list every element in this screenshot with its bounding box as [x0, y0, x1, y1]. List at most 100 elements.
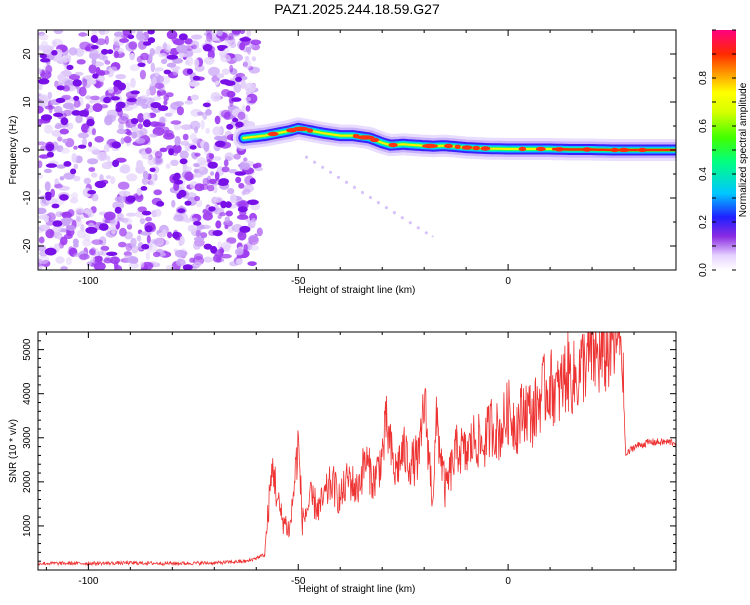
noise-speck — [73, 175, 81, 182]
noise-speck-strong — [207, 161, 218, 169]
top-y-tick-label: -10 — [22, 190, 33, 205]
noise-speck — [128, 41, 138, 50]
noise-speck — [152, 127, 165, 136]
noise-speck — [246, 245, 251, 251]
noise-speck — [229, 100, 234, 107]
noise-speck-strong — [208, 206, 216, 212]
noise-speck — [75, 47, 85, 57]
noise-speck — [208, 178, 217, 185]
noise-speck — [84, 75, 94, 80]
noise-speck — [57, 136, 63, 142]
bottom-y-tick-label: 3000 — [22, 426, 33, 449]
noise-speck — [120, 164, 131, 173]
noise-speck-strong — [107, 49, 114, 55]
noise-speck — [89, 99, 95, 104]
noise-speck — [167, 231, 173, 239]
noise-speck — [237, 111, 246, 121]
noise-speck — [82, 78, 88, 88]
noise-speck — [180, 53, 188, 58]
noise-speck — [107, 68, 114, 78]
noise-speck-strong — [126, 97, 137, 103]
noise-speck — [226, 90, 236, 98]
noise-speck — [179, 150, 189, 159]
noise-speck-strong — [173, 172, 181, 179]
noise-speck — [114, 265, 123, 270]
noise-speck — [149, 133, 158, 138]
noise-speck — [72, 238, 79, 246]
noise-speck — [74, 207, 85, 214]
noise-speck-strong — [46, 151, 55, 158]
noise-speck-strong — [72, 79, 83, 87]
noise-speck — [38, 141, 46, 146]
noise-speck — [103, 211, 116, 221]
noise-speck — [78, 86, 87, 97]
noise-speck — [38, 33, 49, 41]
noise-speck — [139, 261, 145, 268]
noise-speck-strong — [177, 208, 186, 214]
noise-speck-strong — [130, 118, 139, 125]
noise-speck — [106, 155, 111, 162]
noise-speck-strong — [106, 251, 118, 256]
noise-speck — [186, 217, 198, 222]
noise-speck — [179, 235, 185, 246]
colorbar: 0.0 0.2 0.4 0.6 0.8 Normalized spectral ampl… — [698, 29, 749, 277]
noise-speck-strong — [232, 117, 239, 123]
ridge-peak — [422, 143, 438, 149]
noise-speck — [220, 109, 231, 119]
noise-speck — [139, 217, 146, 225]
noise-speck — [241, 162, 251, 171]
noise-speck — [214, 115, 221, 125]
noise-speck — [154, 122, 166, 129]
noise-speck-strong — [186, 68, 193, 75]
noise-speck — [55, 211, 63, 218]
noise-speck — [174, 249, 187, 258]
noise-speck — [87, 146, 99, 153]
noise-speck — [99, 174, 104, 182]
noise-speck-strong — [178, 33, 188, 41]
noise-speck-strong — [99, 223, 109, 231]
tail-dot — [424, 231, 428, 235]
noise-speck — [73, 145, 78, 150]
noise-speck — [136, 30, 143, 37]
tail-dot — [392, 211, 396, 215]
noise-speck — [88, 141, 93, 148]
noise-speck — [97, 75, 105, 82]
noise-speck-strong — [77, 144, 87, 149]
snr-line — [38, 332, 676, 567]
noise-speck-strong — [174, 179, 184, 185]
noise-speck-strong — [130, 90, 140, 95]
colorbar-tick-label: 0.4 — [698, 167, 709, 181]
noise-speck — [38, 92, 43, 100]
noise-speck — [93, 61, 105, 67]
noise-speck-strong — [140, 186, 148, 191]
colorbar-tick-label: 0.8 — [698, 71, 709, 85]
noise-speck — [211, 156, 222, 161]
snr-panel: -100 -50 0 1000 2000 3000 4000 5000 Height of … — [8, 331, 677, 595]
noise-speck — [90, 172, 98, 178]
noise-speck — [180, 124, 193, 130]
noise-speck — [86, 261, 92, 267]
bottom-x-tick-label: 0 — [505, 576, 511, 587]
noise-speck-strong — [45, 163, 58, 168]
noise-speck — [76, 59, 86, 65]
noise-speck-strong — [147, 37, 156, 44]
noise-speck — [198, 165, 204, 171]
noise-speck — [152, 49, 163, 55]
noise-speck — [197, 111, 204, 116]
noise-speck — [51, 129, 63, 137]
noise-speck — [38, 45, 47, 51]
noise-speck — [126, 212, 137, 217]
noise-speck — [49, 230, 55, 236]
noise-speck — [193, 241, 201, 250]
noise-speck — [214, 136, 222, 141]
noise-speck — [251, 56, 257, 62]
tail-dot — [321, 165, 325, 169]
noise-speck — [140, 231, 152, 236]
noise-speck — [59, 128, 69, 135]
noise-speck-strong — [218, 181, 229, 187]
noise-speck — [191, 44, 197, 50]
noise-speck — [245, 105, 251, 112]
noise-speck-strong — [226, 123, 234, 130]
noise-speck — [213, 196, 224, 203]
noise-speck — [140, 94, 149, 100]
